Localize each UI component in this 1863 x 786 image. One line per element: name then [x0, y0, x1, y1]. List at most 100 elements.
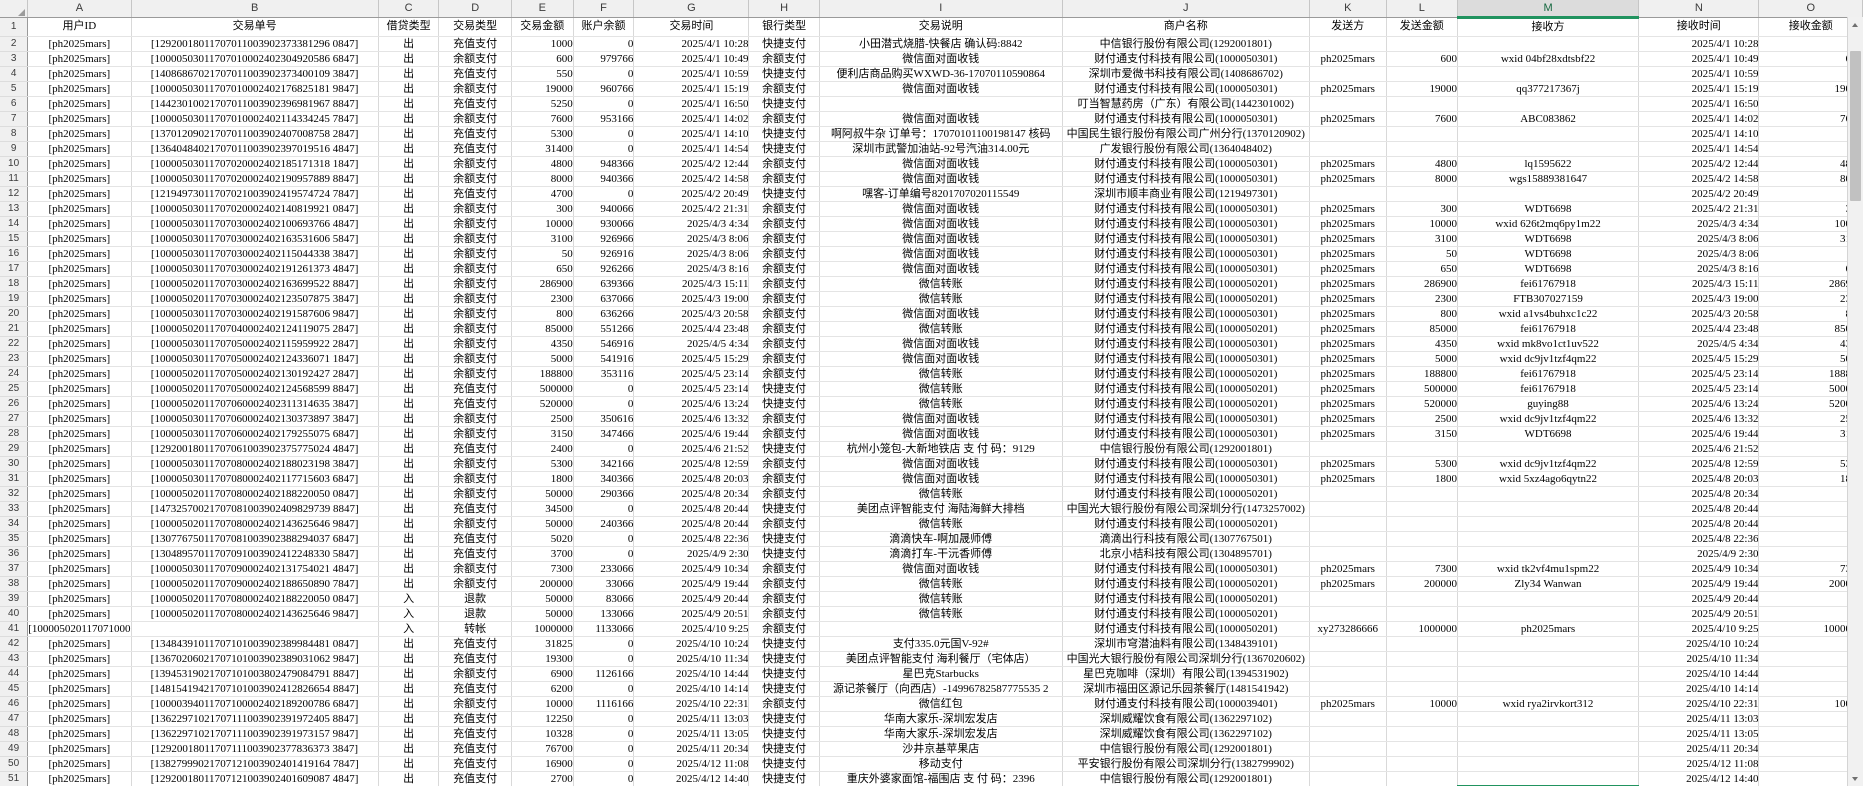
cell-k38[interactable]: ph2025mars: [1309, 576, 1387, 592]
cell-j37[interactable]: 财付通支付科技有限公司(1000050301): [1062, 561, 1310, 577]
table-row[interactable]: 28 [ph2025mars] [1000050301170706000240217…: [0, 426, 1863, 442]
cell-e23[interactable]: 5000: [511, 351, 574, 367]
cell-m19[interactable]: FTB307027159: [1457, 291, 1640, 307]
cell-e8[interactable]: 5300: [511, 126, 574, 142]
cell-n16[interactable]: 2025/4/3 8:06: [1638, 246, 1760, 262]
cell-k21[interactable]: ph2025mars: [1309, 321, 1387, 337]
cell-b16[interactable]: [10000503011707030002402115044338 3847]: [131, 246, 379, 262]
row-number[interactable]: 19: [0, 291, 29, 307]
cell-b15[interactable]: [10000503011707030002402163531606 5847]: [131, 231, 379, 247]
cell-d24[interactable]: 余额支付: [438, 366, 512, 382]
cell-f12[interactable]: 0: [573, 186, 635, 202]
cell-k5[interactable]: ph2025mars: [1309, 81, 1387, 97]
cell-n32[interactable]: 2025/4/8 20:34: [1638, 486, 1760, 502]
cell-m48[interactable]: [1457, 726, 1640, 742]
table-row[interactable]: 1 用户ID 交易单号 借贷类型 交易类型 交易金额 账户余额 交易时间 银行类型 交易说明 商户名…: [0, 17, 1863, 37]
cell-l48[interactable]: [1386, 726, 1458, 742]
cell-g34[interactable]: 2025/4/8 20:44: [633, 516, 750, 532]
table-row[interactable]: 13 [ph2025mars] [1000050301170702000240214…: [0, 201, 1863, 217]
cell-h40[interactable]: 余额支付: [748, 606, 820, 622]
cell-a16[interactable]: [ph2025mars]: [27, 246, 132, 262]
cell-h2[interactable]: 快捷支付: [748, 36, 820, 52]
cell-a24[interactable]: [ph2025mars]: [27, 366, 132, 382]
cell-d6[interactable]: 充值支付: [438, 96, 512, 112]
cell-n41[interactable]: 2025/4/10 9:25: [1638, 621, 1760, 637]
cell-n28[interactable]: 2025/4/6 19:44: [1638, 426, 1760, 442]
row-number[interactable]: 51: [0, 771, 29, 786]
table-row[interactable]: 34 [ph2025mars] [1000050201170708000240214…: [0, 516, 1863, 532]
cell-i41[interactable]: [819, 621, 1063, 637]
cell-b21[interactable]: [10000502011707040002402124119075 2847]: [131, 321, 379, 337]
cell-j2[interactable]: 中信银行股份有限公司(1292001801): [1062, 36, 1310, 52]
cell-k9[interactable]: [1309, 141, 1387, 157]
row-number[interactable]: 8: [0, 126, 29, 142]
cell-b18[interactable]: [10000502011707030002402163699522 8847]: [131, 276, 379, 292]
cell-l14[interactable]: 10000: [1386, 216, 1458, 232]
cell-n34[interactable]: 2025/4/8 20:44: [1638, 516, 1760, 532]
table-row[interactable]: 3 [ph2025mars] [10000503011707010002402304…: [0, 51, 1863, 67]
cell-d22[interactable]: 余额支付: [438, 336, 512, 352]
column-title-j[interactable]: 商户名称: [1062, 17, 1310, 37]
cell-b17[interactable]: [10000503011707030002402191261373 4847]: [131, 261, 379, 277]
cell-m7[interactable]: ABC083862: [1457, 111, 1640, 127]
table-row[interactable]: 30 [ph2025mars] [1000050301170708000240218…: [0, 456, 1863, 472]
cell-l13[interactable]: 300: [1386, 201, 1458, 217]
cell-i37[interactable]: 微信面对面收钱: [819, 561, 1063, 577]
row-number[interactable]: 18: [0, 276, 29, 292]
cell-i45[interactable]: 源记茶餐厅（向西店）-14996782587775535 2: [819, 681, 1063, 697]
cell-e12[interactable]: 4700: [511, 186, 574, 202]
cell-i2[interactable]: 小田潜式烧腊-快餐店 确认码:8842: [819, 36, 1063, 52]
row-number[interactable]: 32: [0, 486, 29, 502]
cell-c10[interactable]: 出: [378, 156, 440, 172]
cell-i26[interactable]: 微信转账: [819, 396, 1063, 412]
cell-d46[interactable]: 余额支付: [438, 696, 512, 712]
cell-n44[interactable]: 2025/4/10 14:44: [1638, 666, 1760, 682]
cell-f7[interactable]: 953166: [573, 111, 635, 127]
column-title-g[interactable]: 交易时间: [633, 17, 750, 37]
cell-d32[interactable]: 余额支付: [438, 486, 512, 502]
cell-h21[interactable]: 余额支付: [748, 321, 820, 337]
cell-g45[interactable]: 2025/4/10 14:14: [633, 681, 750, 697]
cell-b7[interactable]: [10000503011707010002402114334245 7847]: [131, 111, 379, 127]
cell-b40[interactable]: [10000502011707080002402143625646 9847]: [131, 606, 379, 622]
cell-f40[interactable]: 133066: [573, 606, 635, 622]
cell-i5[interactable]: 微信面对面收钱: [819, 81, 1063, 97]
column-title-h[interactable]: 银行类型: [748, 17, 820, 37]
cell-a40[interactable]: [ph2025mars]: [27, 606, 132, 622]
cell-m8[interactable]: [1457, 126, 1640, 142]
cell-g36[interactable]: 2025/4/9 2:30: [633, 546, 750, 562]
cell-b8[interactable]: [13701209021707011003902407008758 2847]: [131, 126, 379, 142]
cell-d12[interactable]: 充值支付: [438, 186, 512, 202]
cell-n24[interactable]: 2025/4/5 23:14: [1638, 366, 1760, 382]
cell-j23[interactable]: 财付通支付科技有限公司(1000050301): [1062, 351, 1310, 367]
row-number[interactable]: 26: [0, 396, 29, 412]
cell-n5[interactable]: 2025/4/1 15:19: [1638, 81, 1760, 97]
cell-b5[interactable]: [10000503011707010002402176825181 9847]: [131, 81, 379, 97]
cell-a42[interactable]: [ph2025mars]: [27, 636, 132, 652]
cell-e6[interactable]: 5250: [511, 96, 574, 112]
cell-c9[interactable]: 出: [378, 141, 440, 157]
cell-b38[interactable]: [10000502011707090002402188650890 7847]: [131, 576, 379, 592]
cell-g32[interactable]: 2025/4/8 20:34: [633, 486, 750, 502]
cell-i30[interactable]: 微信面对面收钱: [819, 456, 1063, 472]
cell-i46[interactable]: 微信红包: [819, 696, 1063, 712]
cell-h48[interactable]: 快捷支付: [748, 726, 820, 742]
cell-h33[interactable]: 快捷支付: [748, 501, 820, 517]
cell-d9[interactable]: 充值支付: [438, 141, 512, 157]
cell-i39[interactable]: 微信转账: [819, 591, 1063, 607]
cell-j44[interactable]: 星巴克咖啡（深圳）有限公司(1394531902): [1062, 666, 1310, 682]
column-header-c[interactable]: C: [378, 0, 440, 18]
cell-l45[interactable]: [1386, 681, 1458, 697]
cell-f45[interactable]: 0: [573, 681, 635, 697]
cell-i10[interactable]: 微信面对面收钱: [819, 156, 1063, 172]
cell-e35[interactable]: 5020: [511, 531, 574, 547]
cell-n37[interactable]: 2025/4/9 10:34: [1638, 561, 1760, 577]
cell-g21[interactable]: 2025/4/4 23:48: [633, 321, 750, 337]
cell-i44[interactable]: 星巴克Starbucks: [819, 666, 1063, 682]
cell-m22[interactable]: wxid mk8vo1ct1uv522: [1457, 336, 1640, 352]
cell-m24[interactable]: fei61767918: [1457, 366, 1640, 382]
cell-n43[interactable]: 2025/4/10 11:34: [1638, 651, 1760, 667]
cell-b31[interactable]: [10000503011707080002402117715603 6847]: [131, 471, 379, 487]
cell-i49[interactable]: 沙井京基苹果店: [819, 741, 1063, 757]
row-number[interactable]: 49: [0, 741, 29, 757]
